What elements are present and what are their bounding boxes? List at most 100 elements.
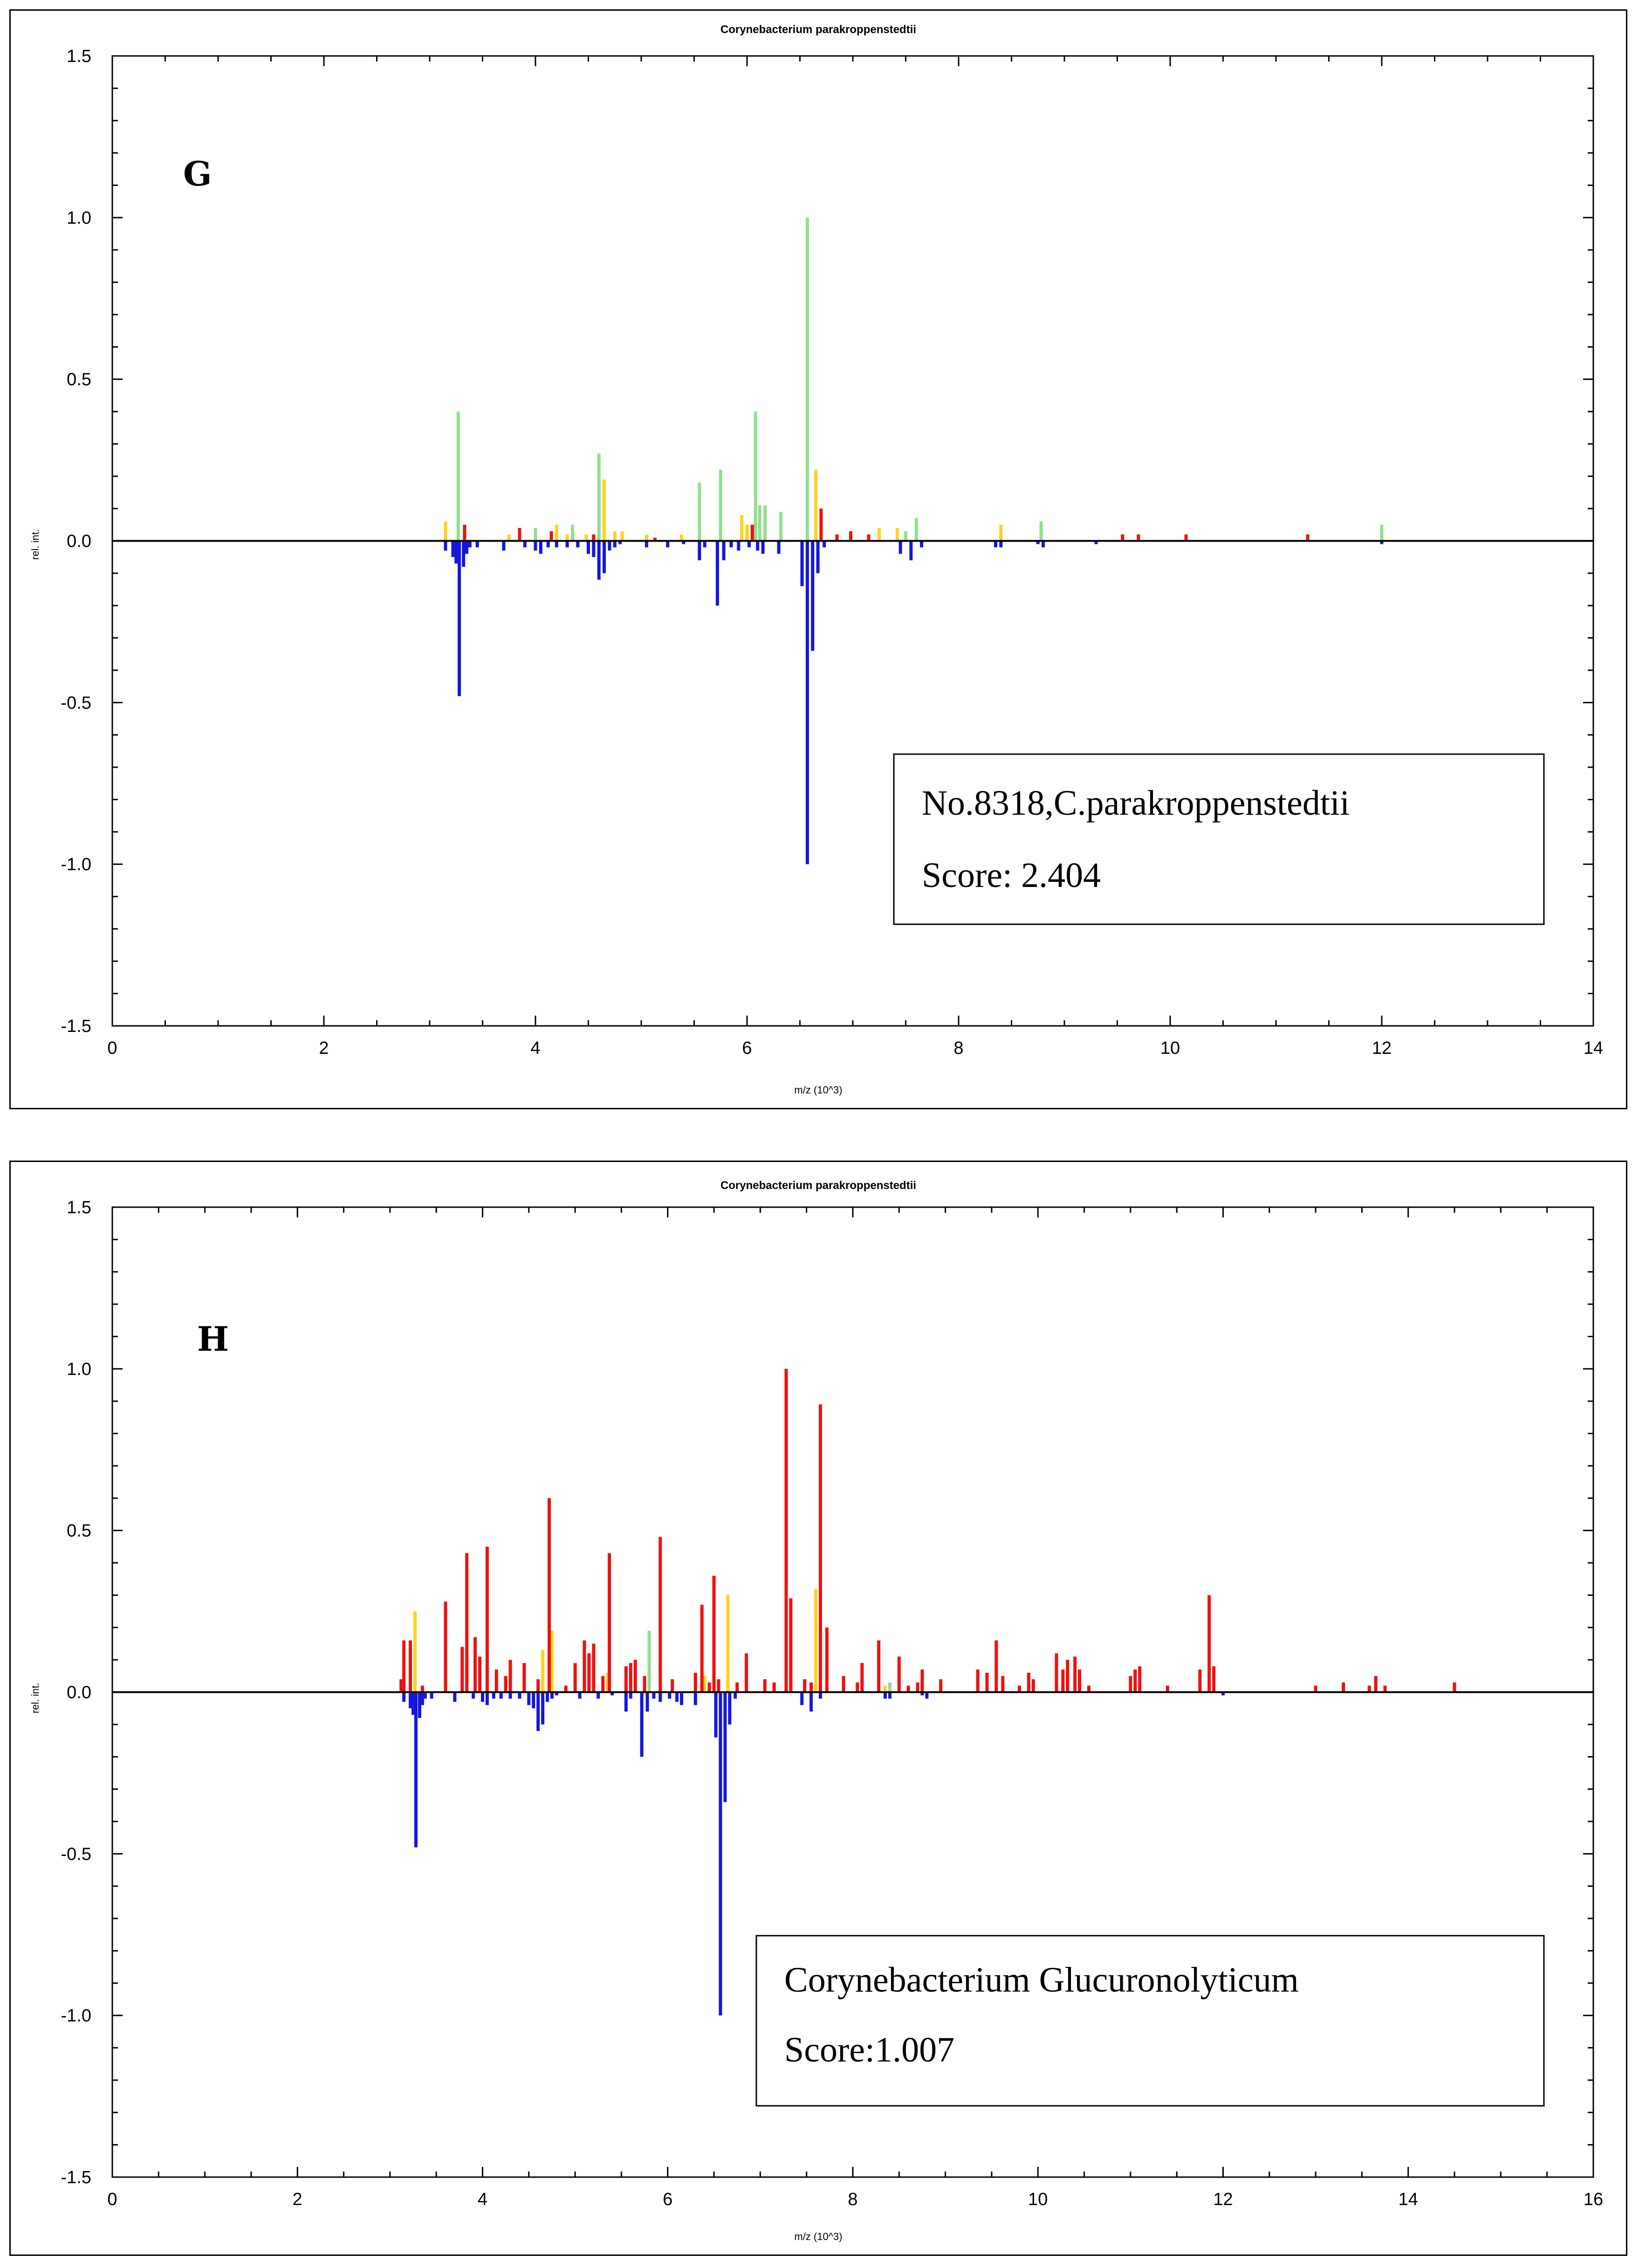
x-tick-label: 2: [319, 1038, 329, 1058]
peak-bar-unmatched: [399, 1679, 403, 1692]
peak-bar-reference: [402, 1692, 406, 1702]
peak-bar-reference: [728, 1692, 732, 1725]
peak-bar-reference: [715, 541, 719, 606]
peak-bar-reference: [502, 541, 506, 551]
peak-bar-matched: [888, 1682, 891, 1692]
peak-bar-reference: [565, 541, 569, 548]
peak-bar-unmatched: [1078, 1669, 1082, 1692]
peak-bar-reference: [597, 541, 601, 580]
peak-bar-matched: [904, 531, 907, 541]
peak-bar-unmatched: [518, 528, 521, 541]
peak-bar-unmatched: [608, 1553, 611, 1692]
peak-bar-matched: [914, 518, 918, 541]
peak-bar-unmatched: [671, 1679, 674, 1692]
peak-bar-reference: [668, 1692, 672, 1699]
peak-bar-unmatched: [735, 1682, 739, 1692]
peak-bar-partial: [606, 1672, 610, 1692]
peak-bar-unmatched: [592, 1643, 596, 1692]
y-tick-label: 0.5: [67, 370, 91, 390]
peak-bar-reference: [550, 1692, 554, 1699]
peak-bar-unmatched: [1212, 1666, 1216, 1692]
peak-bar-unmatched: [633, 1660, 637, 1692]
peak-bar-unmatched: [763, 1679, 767, 1692]
peak-bar-reference: [468, 541, 472, 548]
x-axis-label: m/z (10^3): [794, 1084, 842, 1096]
peak-bar-partial: [895, 528, 899, 541]
y-axis-label: rel. int.: [29, 1683, 41, 1713]
peak-bar-unmatched: [478, 1656, 482, 1692]
peak-bar-reference: [613, 541, 617, 548]
panel-label: H: [197, 1319, 229, 1359]
peak-bar-reference: [527, 1692, 531, 1705]
peak-bar-reference: [909, 541, 913, 561]
peak-bar-reference: [423, 1692, 427, 1699]
peak-bar-unmatched: [818, 1404, 822, 1692]
peak-bar-reference: [418, 1692, 421, 1718]
x-tick-label: 10: [1160, 1038, 1180, 1058]
peak-bar-unmatched: [717, 1679, 720, 1692]
peak-bar-unmatched: [549, 531, 553, 541]
peak-bar-reference: [462, 541, 466, 567]
peak-bar-reference: [818, 1692, 822, 1699]
peak-bar-partial: [620, 531, 624, 541]
peak-bar-unmatched: [842, 1676, 845, 1692]
peak-bar-reference: [680, 1692, 684, 1705]
peak-bar-unmatched: [860, 1663, 864, 1692]
peak-bar-reference: [816, 541, 820, 573]
peak-bar-matched: [534, 528, 537, 541]
y-tick-label: -1.5: [61, 2168, 91, 2187]
peak-bar-unmatched: [809, 1682, 813, 1692]
peak-bar-reference: [578, 1692, 582, 1699]
x-tick-label: 0: [107, 1038, 117, 1058]
peak-bar-unmatched: [420, 1685, 424, 1692]
peak-bar-reference: [994, 541, 997, 548]
peak-bar-reference: [675, 1692, 679, 1702]
peak-bar-unmatched: [1061, 1669, 1065, 1692]
peak-bar-reference: [472, 1692, 475, 1699]
peak-bar-reference: [481, 1692, 484, 1702]
peak-bar-reference: [492, 1692, 495, 1699]
peak-bar-matched: [754, 412, 757, 541]
peak-bar-partial: [413, 1611, 417, 1692]
peak-bar-unmatched: [494, 1669, 498, 1692]
peak-bar-reference: [729, 541, 733, 548]
peak-bar-reference: [761, 541, 765, 554]
peak-bar-reference: [747, 541, 751, 548]
peak-bar-unmatched: [1198, 1669, 1202, 1692]
peak-bar-unmatched: [485, 1546, 489, 1692]
peak-bar-reference: [719, 1692, 722, 2016]
y-tick-label: -0.5: [61, 1844, 91, 1864]
peak-bar-unmatched: [601, 1676, 605, 1692]
peak-bar-unmatched: [712, 1575, 716, 1692]
peak-bar-reference: [430, 1692, 433, 1699]
y-tick-label: -1.0: [61, 2006, 91, 2026]
peak-bar-reference: [693, 1692, 697, 1705]
peak-bar-unmatched: [536, 1679, 540, 1692]
peak-bar-reference: [698, 541, 701, 561]
peak-bar-unmatched: [1121, 534, 1125, 541]
peak-bar-reference: [597, 1692, 600, 1699]
peak-bar-unmatched: [1073, 1656, 1077, 1692]
info-box: [755, 1935, 1545, 2107]
peak-bar-unmatched: [920, 1669, 924, 1692]
peak-bar-reference: [587, 541, 590, 554]
peak-bar-unmatched: [587, 1653, 591, 1692]
peak-bar-reference: [610, 1692, 614, 1696]
peak-bar-reference: [1036, 541, 1040, 544]
peak-bar-reference: [465, 541, 468, 554]
y-tick-label: 1.0: [67, 1360, 91, 1379]
peak-bar-unmatched: [653, 537, 657, 541]
y-tick-label: 1.5: [67, 47, 91, 66]
peak-bar-reference: [888, 1692, 891, 1699]
peak-bar-reference: [458, 541, 461, 696]
peak-bar-matched: [758, 505, 761, 541]
x-tick-label: 10: [1028, 2190, 1048, 2209]
x-tick-label: 14: [1399, 2190, 1418, 2209]
peak-bar-partial: [507, 534, 511, 541]
peak-bar-reference: [777, 541, 781, 554]
y-tick-label: 1.0: [67, 208, 91, 228]
peak-bar-reference: [576, 541, 580, 548]
peak-bar-unmatched: [465, 1553, 469, 1692]
x-tick-label: 0: [107, 2190, 117, 2209]
peak-bar-reference: [1221, 1692, 1225, 1696]
